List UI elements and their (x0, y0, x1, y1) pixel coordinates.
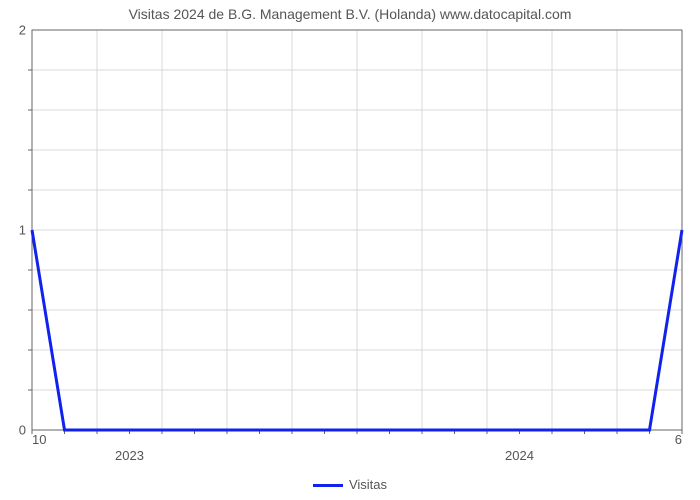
x-year-label: 2023 (115, 430, 144, 463)
legend-label: Visitas (349, 477, 387, 492)
legend-swatch (313, 484, 343, 487)
x-year-label: 2024 (505, 430, 534, 463)
y-tick-label: 2 (19, 23, 32, 38)
chart-title: Visitas 2024 de B.G. Management B.V. (Ho… (0, 6, 700, 22)
y-tick-label: 0 (19, 423, 32, 438)
legend: Visitas (0, 477, 700, 492)
x-end-label: 6 (675, 430, 682, 447)
plot-svg (32, 30, 682, 430)
y-tick-label: 1 (19, 223, 32, 238)
chart-container: Visitas 2024 de B.G. Management B.V. (Ho… (0, 0, 700, 500)
plot-area: 01210620232024 (32, 30, 682, 430)
x-start-label: 10 (32, 430, 46, 447)
